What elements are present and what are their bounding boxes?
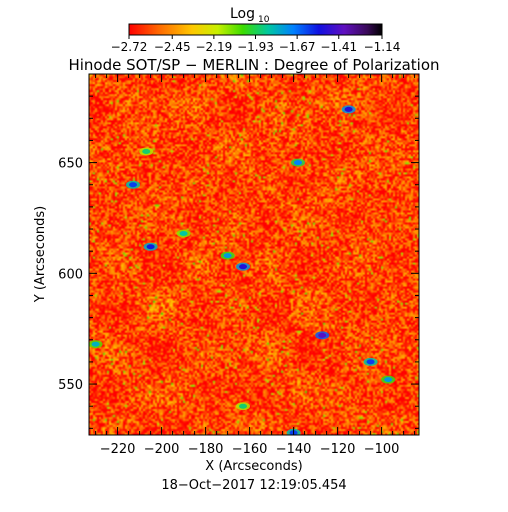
polarization-patch [344, 106, 353, 112]
polarization-patch [318, 332, 327, 338]
polarization-patch [239, 264, 247, 270]
polarization-patch [146, 244, 155, 250]
polarization-patch [239, 403, 247, 409]
y-tick-label: 600 [58, 267, 83, 282]
polarization-patch [294, 160, 302, 166]
colorbar-ticks: −2.72 −2.45 −2.19 −1.93 −1.67 −1.41 −1.14 [111, 35, 401, 54]
colorbar-tick-label: −2.72 [111, 40, 148, 54]
x-tick-label: −220 [100, 442, 136, 457]
x-tick-label: −160 [232, 442, 268, 457]
polarization-patch [384, 377, 393, 383]
y-tick-label: 550 [58, 378, 83, 393]
heatmap-field [89, 74, 419, 435]
x-tick-label: −100 [364, 442, 400, 457]
chart-title: Hinode SOT/SP − MERLIN : Degree of Polar… [68, 56, 439, 74]
polarization-patch [142, 149, 151, 155]
colorbar-label-main: Log [230, 6, 255, 22]
x-tick-label: −200 [144, 442, 180, 457]
colorbar-tick-label: −2.45 [154, 40, 191, 54]
colorbar-tick-label: −2.19 [195, 40, 232, 54]
polarization-patch [366, 359, 375, 365]
high-polarization-patches [89, 105, 396, 435]
colorbar-tick-label: −1.14 [364, 40, 401, 54]
colorbar-label-sub: 10 [258, 15, 270, 25]
y-axis-label: Y (Arcseconds) [33, 206, 48, 303]
x-tick-label: −120 [320, 442, 356, 457]
colorbar-tick-label: −1.41 [320, 40, 357, 54]
x-axis-label: X (Arcseconds) [205, 459, 302, 474]
plot-frame [88, 73, 420, 436]
colorbar-tick-label: −1.93 [237, 40, 274, 54]
colorbar [128, 23, 383, 36]
polarization-patch [91, 341, 100, 347]
polarization-patch [223, 253, 232, 259]
x-tick-label: −140 [276, 442, 312, 457]
x-tick-label: −180 [188, 442, 224, 457]
polarization-patch [179, 230, 188, 236]
x-axis: −220 −200 −180 −160 −140 −120 −100 [95, 74, 416, 457]
polarization-patch [129, 182, 137, 188]
colorbar-tick-label: −1.67 [279, 40, 316, 54]
y-tick-label: 650 [58, 157, 83, 172]
y-axis: 550 600 650 [58, 73, 419, 429]
heatmap-image [89, 74, 419, 435]
timestamp: 18−Oct−2017 12:19:05.454 [161, 478, 346, 493]
